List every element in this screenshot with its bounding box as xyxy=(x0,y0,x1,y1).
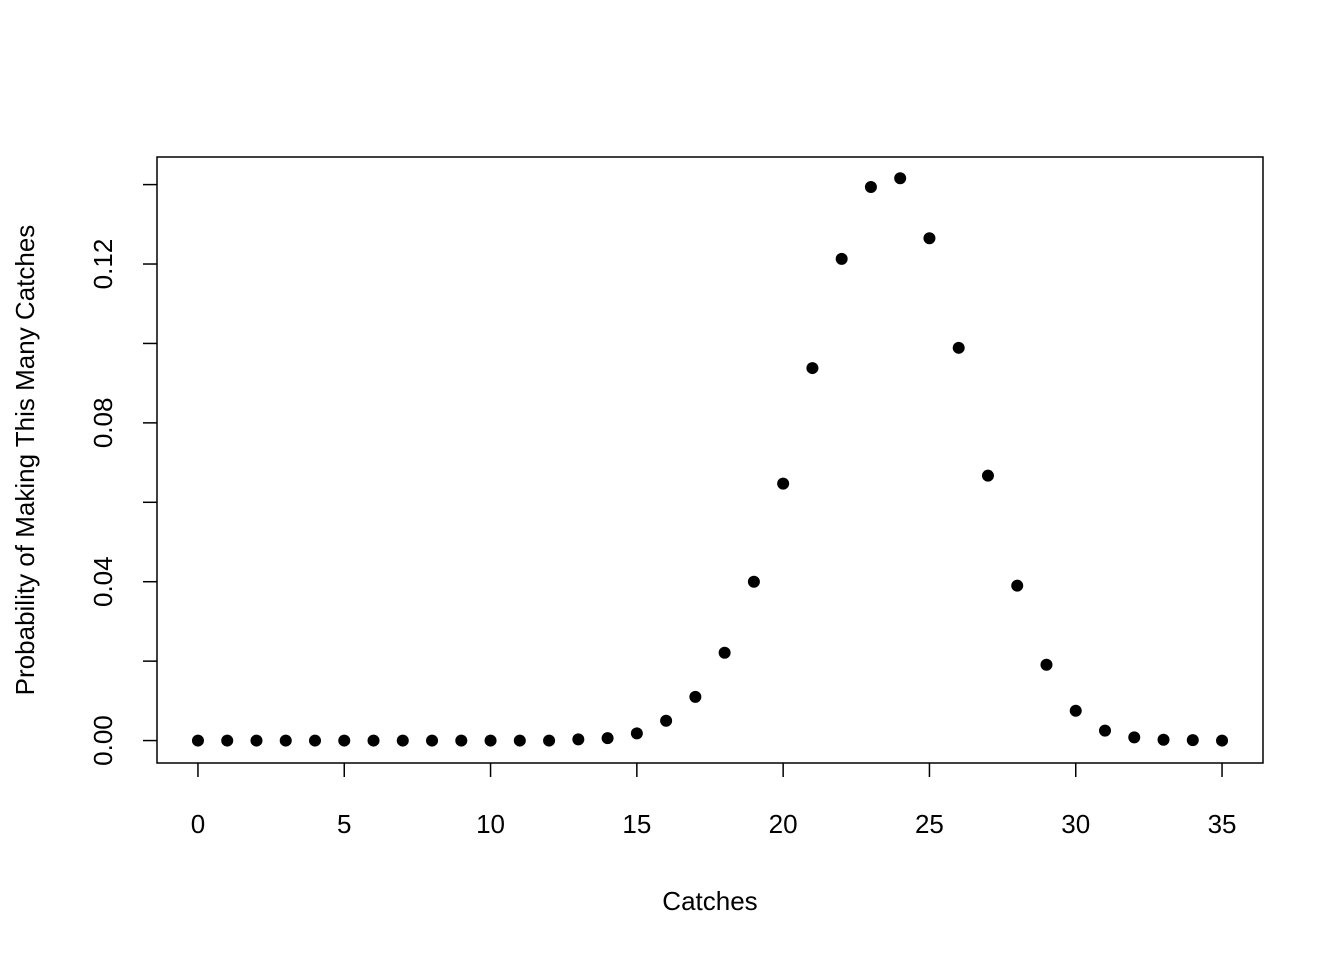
point xyxy=(309,734,321,747)
x-tick-label: 35 xyxy=(1208,809,1237,839)
point xyxy=(279,734,292,747)
x-tick-label: 15 xyxy=(622,809,651,839)
point xyxy=(221,734,234,747)
x-tick-label: 5 xyxy=(337,809,351,839)
point xyxy=(718,646,731,659)
point xyxy=(367,734,380,747)
x-tick-label: 30 xyxy=(1061,809,1090,839)
point xyxy=(1099,724,1111,737)
point xyxy=(250,734,263,747)
point xyxy=(513,734,526,747)
point xyxy=(1069,704,1082,717)
point xyxy=(747,575,760,588)
point xyxy=(981,469,994,482)
point xyxy=(952,341,965,354)
x-tick-label: 0 xyxy=(191,809,205,839)
y-tick-label: 0.00 xyxy=(88,715,118,766)
point xyxy=(1011,579,1024,592)
point xyxy=(1216,734,1229,747)
point xyxy=(1128,731,1141,744)
y-axis-label: Probability of Making This Many Catches xyxy=(10,225,40,696)
point xyxy=(426,734,439,747)
point xyxy=(777,477,790,490)
point xyxy=(572,733,585,746)
y-tick-label: 0.04 xyxy=(88,556,118,607)
x-axis-label: Catches xyxy=(662,886,757,916)
point xyxy=(630,727,643,740)
point xyxy=(689,690,702,703)
point xyxy=(923,232,936,245)
y-tick-label: 0.08 xyxy=(88,398,118,449)
point xyxy=(660,714,673,727)
point xyxy=(601,732,614,745)
y-tick-label: 0.12 xyxy=(88,239,118,290)
x-tick-label: 10 xyxy=(476,809,505,839)
point xyxy=(396,734,409,747)
plot-box xyxy=(156,156,1264,764)
point xyxy=(338,734,351,747)
point xyxy=(484,734,497,747)
point xyxy=(894,172,907,185)
point xyxy=(543,734,556,747)
point xyxy=(806,362,819,375)
point xyxy=(1040,658,1053,671)
x-tick-label: 25 xyxy=(915,809,944,839)
point xyxy=(455,734,468,747)
x-tick-label: 20 xyxy=(769,809,798,839)
point xyxy=(864,180,877,193)
point xyxy=(1186,734,1199,747)
point xyxy=(191,734,204,747)
point xyxy=(835,252,848,265)
point xyxy=(1157,733,1170,746)
